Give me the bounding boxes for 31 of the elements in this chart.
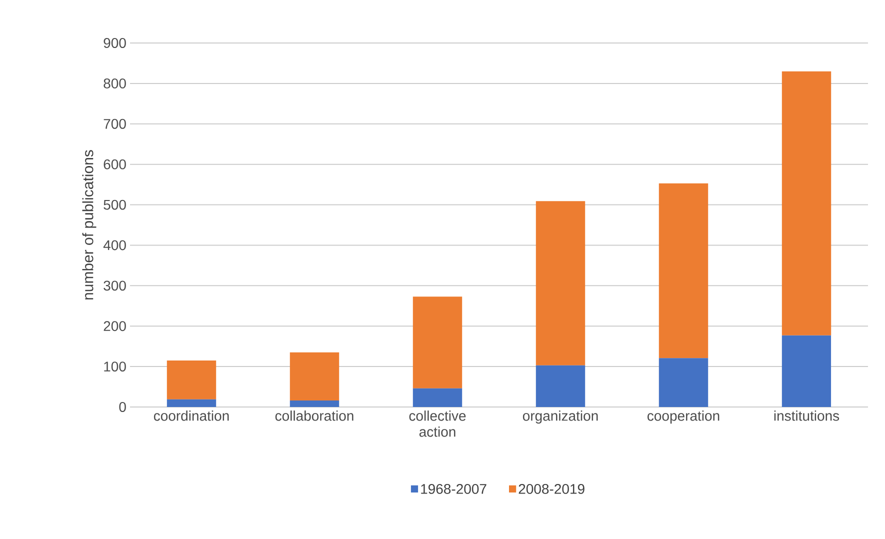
x-tick-label: coordination (154, 410, 229, 421)
x-tick-label: institutions (774, 410, 840, 421)
legend-label: 1968-2007 (421, 484, 486, 494)
legend-label: 2008-2019 (518, 484, 584, 494)
y-tick-label: 0 (119, 402, 126, 412)
x-tick-label: cooperation (648, 410, 720, 424)
y-tick-label: 100 (104, 362, 126, 372)
y-tick-label: 200 (104, 321, 126, 332)
bar (166, 399, 216, 407)
x-tick-label: collaboration (275, 410, 354, 421)
bar (412, 296, 462, 388)
bar (412, 388, 462, 407)
bar (658, 183, 708, 358)
bar (166, 360, 216, 400)
x-tick-label: collective action (409, 410, 466, 437)
y-tick-label: 500 (104, 200, 126, 210)
y-tick-label: 900 (104, 38, 126, 48)
y-tick-label: 600 (104, 159, 126, 170)
y-tick-label: 700 (104, 118, 126, 129)
bar (536, 365, 586, 407)
y-tick-label: 300 (104, 280, 126, 291)
bar (536, 201, 586, 366)
bar (782, 335, 832, 407)
bar (658, 358, 708, 407)
y-axis-title: number of publications (82, 150, 96, 300)
bar (290, 352, 340, 401)
bar (290, 400, 340, 407)
y-tick-label: 800 (104, 78, 126, 88)
y-tick-label: 400 (103, 240, 126, 250)
bar (782, 71, 832, 336)
x-tick-label: organization (522, 410, 598, 424)
